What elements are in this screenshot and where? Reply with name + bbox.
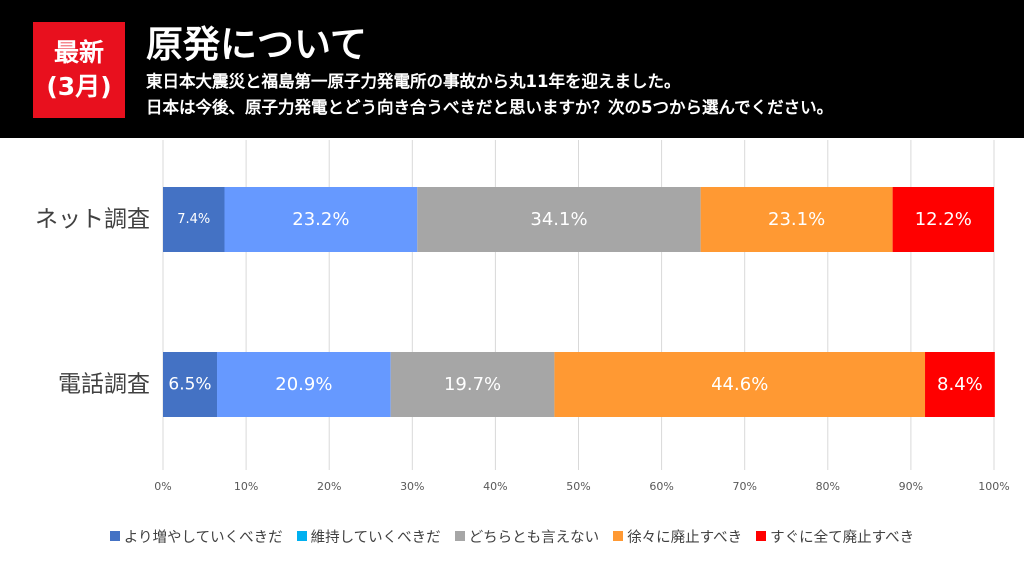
bar-segment [554,352,926,417]
badge-line2: (3月) [46,72,112,101]
x-tick-label: 30% [400,480,424,493]
data-label: 44.6% [711,374,768,395]
bar-segment [892,187,994,252]
latest-badge: 最新 (3月) [33,22,125,118]
legend-label: より増やしていくべきだ [123,529,283,546]
legend-swatch [613,531,624,541]
data-label: 8.4% [937,374,983,395]
data-label: 7.4% [177,212,210,227]
x-tick-label: 80% [816,480,840,493]
data-label: 19.7% [444,374,501,395]
legend-item: 維持していくべきだ [296,526,441,547]
x-tick-label: 50% [566,480,590,493]
data-label: 34.1% [530,209,587,230]
category-label: ネット調査 [35,207,150,233]
question-line-1: 東日本大震災と福島第一原子力発電所の事故から丸11年を迎えました。 [146,72,681,91]
data-label: 6.5% [168,375,211,395]
header: 最新 (3月) 原発について 東日本大震災と福島第一原子力発電所の事故から丸11… [0,0,1024,138]
legend-swatch [109,531,120,541]
bar-segment [390,352,555,417]
data-label: 12.2% [915,209,972,230]
legend-swatch [454,531,465,541]
bar-segment [163,352,218,417]
page-title: 原発について [146,23,367,66]
x-tick-label: 0% [154,480,171,493]
x-tick-label: 100% [978,480,1009,493]
data-label: 23.2% [292,209,349,230]
x-tick-label: 20% [317,480,341,493]
badge-line1: 最新 [53,38,104,67]
bar-segment [163,187,225,252]
x-tick-label: 40% [483,480,507,493]
chart-legend: より増やしていくべきだ 維持していくべきだ どちらとも言えない 徐々に廃止すべき すぐに… [0,524,1024,548]
bar-segment [925,352,995,417]
data-label: 23.1% [768,209,825,230]
bar-segment [417,187,701,252]
legend-label: すぐに全て廃止すべき [770,529,915,546]
legend-label: 徐々に廃止すべき [627,529,743,546]
legend-item: より増やしていくべきだ [109,526,283,547]
legend-label: 維持していくべきだ [310,529,441,546]
bar-segment [224,187,418,252]
legend-swatch [756,531,767,541]
legend-item: すぐに全て廃止すべき [756,526,914,547]
data-label: 20.9% [275,374,332,395]
x-tick-label: 70% [732,480,756,493]
legend-label: どちらとも言えない [468,529,600,546]
legend-item: 徐々に廃止すべき [613,526,742,547]
bar-segment [217,352,391,417]
x-tick-label: 60% [649,480,673,493]
x-tick-label: 10% [234,480,258,493]
question-line-2: 日本は今後、原子力発電とどう向き合うべきだと思いますか？次の5つから選んでくださ… [146,98,834,117]
bar-segment [700,187,893,252]
legend-item: どちらとも言えない [454,526,600,547]
category-label: 電話調査 [58,372,150,398]
legend-swatch [296,531,307,541]
x-tick-label: 90% [899,480,923,493]
